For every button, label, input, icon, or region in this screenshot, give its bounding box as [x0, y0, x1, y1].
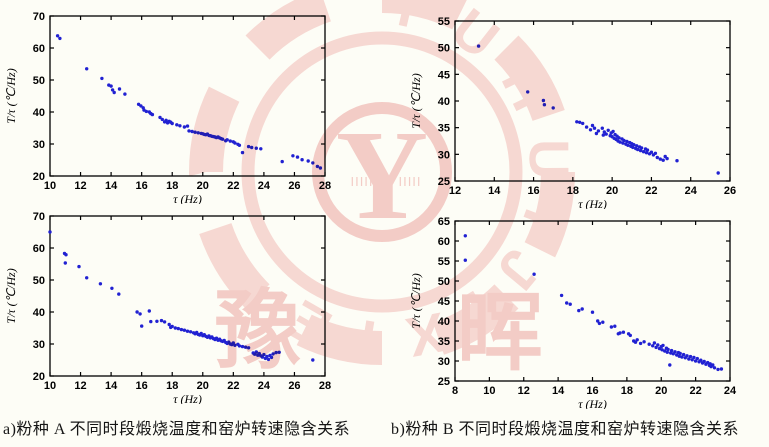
svg-text:70: 70: [33, 211, 45, 223]
svg-text:25: 25: [438, 376, 450, 388]
svg-text:τ (Hz): τ (Hz): [173, 392, 202, 404]
svg-text:55: 55: [438, 16, 450, 28]
svg-text:18: 18: [567, 185, 579, 197]
svg-text:22: 22: [690, 385, 702, 397]
svg-text:T/τ (℃/Hz): T/τ (℃/Hz): [4, 68, 18, 123]
svg-text:10: 10: [44, 380, 56, 392]
scatter-plot-b-top-svg: 12 14 16 18 20 22 24 26 25 30 35 40 45 50 55 τ (Hz) T/τ …: [409, 16, 736, 211]
svg-text:65: 65: [438, 216, 450, 228]
svg-text:22: 22: [645, 185, 657, 197]
svg-text:28: 28: [319, 380, 331, 392]
svg-text:35: 35: [438, 336, 450, 348]
svg-text:24: 24: [685, 185, 698, 197]
svg-text:55: 55: [438, 256, 450, 268]
svg-text:45: 45: [438, 69, 450, 81]
svg-text:24: 24: [724, 385, 737, 397]
svg-text:12: 12: [449, 185, 461, 197]
svg-text:45: 45: [438, 296, 450, 308]
svg-text:12: 12: [518, 385, 530, 397]
svg-text:50: 50: [438, 43, 450, 55]
scatter-plot-a-top: 10 12 14 16 18 20 22 24 26 28 20 30 40 50 60 70 τ (Hz) T/…: [4, 6, 349, 209]
svg-text:40: 40: [438, 316, 450, 328]
svg-text:18: 18: [166, 380, 178, 392]
svg-text:70: 70: [33, 11, 45, 23]
svg-text:τ (Hz): τ (Hz): [173, 192, 202, 204]
svg-text:12: 12: [74, 380, 86, 392]
svg-text:40: 40: [33, 307, 45, 319]
svg-text:8: 8: [452, 385, 458, 397]
svg-text:30: 30: [33, 139, 45, 151]
svg-text:10: 10: [44, 180, 56, 192]
svg-text:20: 20: [33, 171, 45, 183]
svg-text:T/τ (℃/Hz): T/τ (℃/Hz): [4, 268, 18, 323]
scatter-plot-a-bottom: 10 12 14 16 18 20 22 24 26 28 20 30 40 50 60 70 τ (Hz) T/…: [4, 206, 349, 409]
svg-text:28: 28: [319, 180, 331, 192]
svg-text:60: 60: [33, 243, 45, 255]
scatter-plot-b-bottom: 8 10 12 14 16 18 20 22 24 25 30 35 40 45 50 55 60 65 τ (Hz…: [409, 211, 754, 414]
svg-text:20: 20: [655, 385, 667, 397]
svg-text:24: 24: [258, 180, 271, 192]
svg-text:τ (Hz): τ (Hz): [578, 197, 607, 209]
svg-text:26: 26: [724, 185, 736, 197]
svg-text:12: 12: [74, 180, 86, 192]
svg-text:20: 20: [197, 180, 209, 192]
svg-text:18: 18: [166, 180, 178, 192]
svg-text:10: 10: [483, 385, 495, 397]
svg-text:16: 16: [586, 385, 598, 397]
svg-text:50: 50: [438, 276, 450, 288]
svg-text:14: 14: [552, 385, 565, 397]
watermark-barcode-left: IIIII: [350, 174, 373, 189]
svg-text:T/τ (℃/Hz): T/τ (℃/Hz): [409, 73, 423, 128]
svg-text:16: 16: [527, 185, 539, 197]
svg-text:50: 50: [33, 275, 45, 287]
svg-text:26: 26: [288, 380, 300, 392]
svg-text:35: 35: [438, 123, 450, 135]
svg-text:T/τ (℃/Hz): T/τ (℃/Hz): [409, 273, 423, 328]
svg-text:18: 18: [621, 385, 633, 397]
svg-text:24: 24: [258, 380, 271, 392]
svg-text:40: 40: [33, 107, 45, 119]
scatter-plot-a-bottom-svg: 10 12 14 16 18 20 22 24 26 28 20 30 40 50 60 70 τ (Hz) T/…: [4, 211, 331, 406]
caption-powder-a: a)粉种 A 不同时段煅烧温度和窑炉转速隐含关系: [3, 421, 351, 438]
svg-text:30: 30: [33, 339, 45, 351]
svg-text:16: 16: [136, 380, 148, 392]
caption-powder-b: b)粉种 B 不同时段煅烧温度和窑炉转速隐含关系: [391, 421, 740, 438]
svg-text:20: 20: [33, 371, 45, 383]
svg-text:20: 20: [606, 185, 618, 197]
svg-text:16: 16: [136, 180, 148, 192]
svg-text:22: 22: [227, 380, 239, 392]
svg-text:14: 14: [105, 380, 118, 392]
svg-text:14: 14: [488, 185, 501, 197]
svg-text:22: 22: [227, 180, 239, 192]
svg-text:60: 60: [33, 43, 45, 55]
svg-text:60: 60: [438, 236, 450, 248]
svg-text:25: 25: [438, 176, 450, 188]
svg-text:40: 40: [438, 96, 450, 108]
svg-text:26: 26: [288, 180, 300, 192]
svg-text:14: 14: [105, 180, 118, 192]
scatter-plot-b-bottom-svg: 8 10 12 14 16 18 20 22 24 25 30 35 40 45 50 55 60 65 τ (Hz…: [409, 216, 737, 411]
svg-text:30: 30: [438, 356, 450, 368]
scatter-plot-a-top-svg: 10 12 14 16 18 20 22 24 26 28 20 30 40 50 60 70 τ (Hz) T/…: [4, 11, 331, 206]
svg-text:τ (Hz): τ (Hz): [578, 397, 607, 409]
scatter-plot-b-top: 12 14 16 18 20 22 24 26 25 30 35 40 45 50 55 τ (Hz) T/τ …: [409, 11, 754, 214]
svg-text:30: 30: [438, 149, 450, 161]
svg-text:20: 20: [197, 380, 209, 392]
svg-text:50: 50: [33, 75, 45, 87]
